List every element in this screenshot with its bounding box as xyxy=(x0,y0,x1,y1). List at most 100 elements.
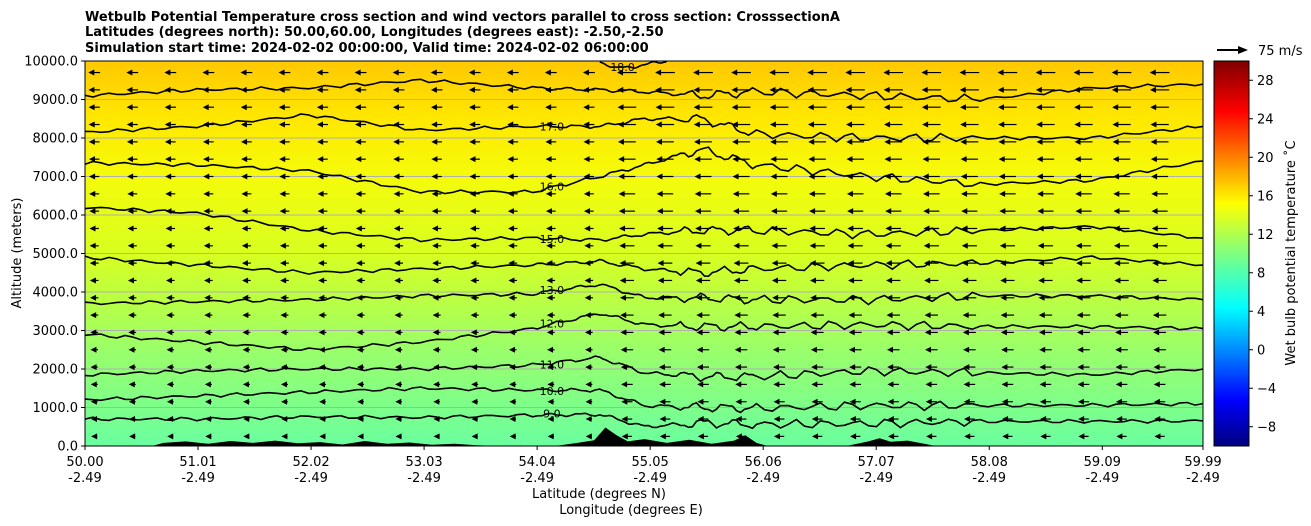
wind-vector xyxy=(432,329,441,336)
wind-vector xyxy=(1153,381,1166,388)
wind-vector xyxy=(583,104,595,111)
wind-vector xyxy=(617,86,637,93)
contour-line xyxy=(84,283,1204,306)
wind-vector xyxy=(318,294,327,301)
wind-vector xyxy=(846,138,865,145)
wind-vector xyxy=(694,190,712,197)
wind-vector xyxy=(1113,173,1131,180)
wind-vector xyxy=(433,416,440,423)
wind-vector xyxy=(655,104,675,111)
wind-vector xyxy=(393,190,404,197)
wind-vector xyxy=(241,225,252,232)
wind-vector xyxy=(204,346,213,353)
wind-vector xyxy=(846,173,864,180)
wind-vector xyxy=(164,86,177,93)
wind-vector xyxy=(585,433,592,440)
wind-vector xyxy=(963,398,975,405)
wind-vector xyxy=(356,294,365,301)
wind-vector xyxy=(89,242,99,249)
wind-vector xyxy=(583,121,595,128)
wind-vector xyxy=(90,416,98,423)
wind-vector xyxy=(432,346,441,353)
x-tick-label-lat: 56.06 xyxy=(745,455,782,470)
colorbar-scale xyxy=(1213,60,1250,447)
wind-vector xyxy=(544,69,557,76)
colorbar-tick-label: 4 xyxy=(1257,305,1265,320)
x-tick-label-lon: -2.49 xyxy=(746,471,780,486)
wind-vector xyxy=(356,312,365,319)
wind-vector xyxy=(583,86,595,93)
contour-labels: 9.0 10.0 11.0 12.0 13.0 15.0 16.0 17.0 18.0 xyxy=(540,61,635,420)
wind-vector xyxy=(394,277,403,284)
wind-vector xyxy=(922,121,941,128)
wind-vector xyxy=(90,312,99,319)
wind-vector xyxy=(1000,312,1015,319)
wind-vector xyxy=(509,364,517,371)
wind-vector xyxy=(849,398,861,405)
wind-vector xyxy=(1038,329,1052,336)
y-tick-label: 2000.0 xyxy=(33,363,79,378)
wind-vector xyxy=(127,173,138,180)
wind-vector xyxy=(769,86,789,93)
wind-vector xyxy=(620,364,633,371)
wind-vector xyxy=(242,329,251,336)
wind-vector xyxy=(355,173,366,180)
title-line-3: Simulation start time: 2024-02-02 00:00:… xyxy=(85,41,649,56)
wind-vector xyxy=(319,416,326,423)
wind-vector xyxy=(241,173,252,180)
wind-vector xyxy=(165,190,176,197)
wind-vector xyxy=(961,208,978,215)
wind-vector xyxy=(280,312,289,319)
wind-vector xyxy=(392,86,405,93)
wind-vector xyxy=(1112,104,1131,111)
wind-vector xyxy=(166,277,175,284)
wind-vector xyxy=(584,208,594,215)
wind-vector xyxy=(846,121,865,128)
quiver-key: 75 m/s xyxy=(1217,44,1303,59)
wind-vector xyxy=(394,260,404,267)
contour-line xyxy=(84,113,1204,143)
wind-vector xyxy=(1111,86,1132,93)
wind-vector xyxy=(317,225,328,232)
wind-vector xyxy=(355,225,366,232)
wind-vector xyxy=(1115,364,1128,371)
wind-vector xyxy=(164,69,177,76)
wind-vector xyxy=(886,277,901,284)
wind-vector xyxy=(471,398,479,405)
wind-vector xyxy=(807,86,827,93)
wind-vector xyxy=(998,173,1016,180)
wind-vector xyxy=(1001,398,1013,405)
wind-vector xyxy=(128,346,136,353)
wind-vector xyxy=(508,225,518,232)
wind-vector xyxy=(697,398,709,405)
wind-vector xyxy=(771,277,787,284)
wind-vector xyxy=(812,433,823,440)
wind-vector xyxy=(507,190,518,197)
wind-vector xyxy=(1036,121,1055,128)
wind-vector xyxy=(619,225,635,232)
wind-vector xyxy=(697,433,709,440)
contour-label: 16.0 xyxy=(540,180,565,193)
colorbar-label: Wet bulb potential temperature ˚C xyxy=(1283,140,1299,365)
wind-vector xyxy=(166,294,175,301)
colorbar-tick-label: 24 xyxy=(1257,112,1274,127)
wind-vector xyxy=(469,156,480,163)
wind-vector xyxy=(810,329,824,336)
wind-vector xyxy=(962,329,976,336)
wind-vector xyxy=(884,190,902,197)
wind-vector xyxy=(1074,138,1093,145)
wind-vector xyxy=(697,381,709,388)
wind-vector xyxy=(809,242,825,249)
wind-vector xyxy=(128,294,137,301)
wind-vector xyxy=(280,260,289,267)
contour-line xyxy=(84,313,1204,352)
wind-vector xyxy=(734,329,748,336)
wind-vector xyxy=(997,104,1017,111)
wind-vector xyxy=(619,242,635,249)
wind-vector xyxy=(585,364,593,371)
wind-vector xyxy=(203,225,214,232)
wind-vector xyxy=(470,312,479,319)
wind-vector xyxy=(769,104,789,111)
wind-vector xyxy=(509,433,516,440)
wind-vector xyxy=(316,121,328,128)
